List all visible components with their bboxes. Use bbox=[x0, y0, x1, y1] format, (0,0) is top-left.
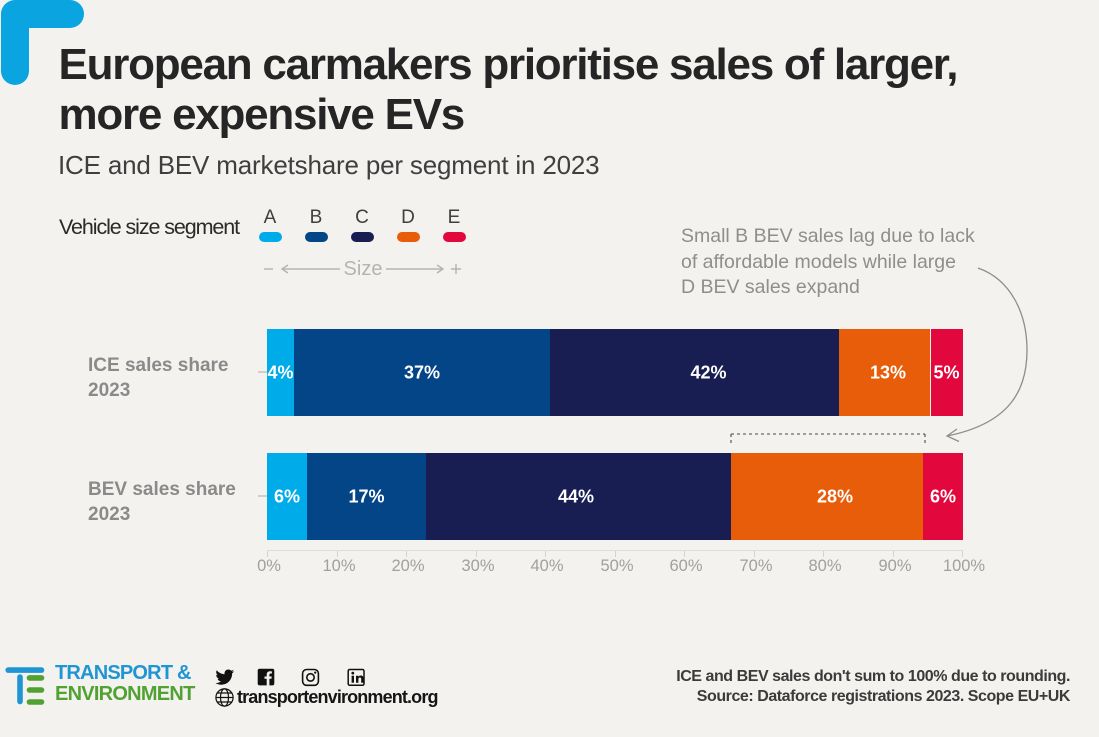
svg-text:Size: Size bbox=[344, 258, 383, 280]
